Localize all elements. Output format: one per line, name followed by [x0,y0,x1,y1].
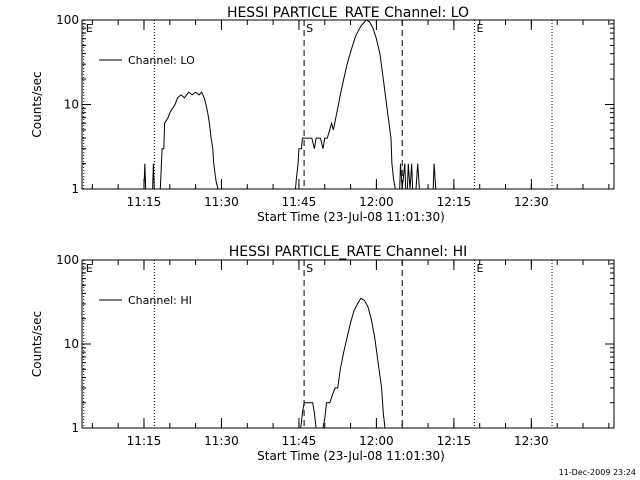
hi-series-line [82,297,614,429]
hi-x-tick-label: 12:15 [437,434,472,448]
hi-x-tick-label: 12:30 [514,434,549,448]
lo-x-axis-label: Start Time (23-Jul-08 11:01:30) [257,210,445,224]
lo-x-tick-label: 11:30 [204,195,239,209]
lo-y-axis-label: Counts/sec [30,71,44,137]
hi-x-tick-label: 11:45 [282,434,317,448]
lo-x-tick-label: 11:15 [127,195,162,209]
hi-x-tick-label: 12:00 [359,434,394,448]
lo-marker-label: E [86,22,93,35]
chart-panel-lo: HESSI PARTICLE_RATE Channel: LO 1 10 100 Cou… [30,5,615,224]
lo-marker-label: S [306,22,313,35]
hi-legend-label: Channel: HI [128,294,192,307]
hi-x-axis-label: Start Time (23-Jul-08 11:01:30) [257,449,445,463]
lo-chart-title: HESSI PARTICLE_RATE Channel: LO [227,5,469,21]
chart-panel-hi: HESSI PARTICLE_RATE Channel: HI 1 10 100 Cou… [30,244,615,463]
lo-y-tick-label: 10 [64,98,79,112]
hi-y-tick-label: 10 [64,337,79,351]
hi-plot-frame [81,259,615,429]
lo-y-tick-label: 1 [71,182,79,196]
hi-marker-label: S [306,262,313,275]
hi-y-axis-label: Counts/sec [30,311,44,377]
lo-x-tick-label: 12:00 [359,195,394,209]
hi-marker-label: E [477,262,484,275]
lo-x-tick-label: 12:15 [437,195,472,209]
lo-marker-label: E [477,22,484,35]
lo-x-tick-label: 12:30 [514,195,549,209]
lo-x-tick-label: 11:45 [282,195,317,209]
lo-y-tick-label: 100 [56,13,79,27]
hi-x-tick-label: 11:15 [127,434,162,448]
hi-marker-label: E [86,262,93,275]
hi-y-tick-label: 1 [71,421,79,435]
lo-series-line [82,19,614,190]
lo-legend-label: Channel: LO [128,54,195,67]
hi-x-tick-label: 11:30 [204,434,239,448]
hi-chart-title: HESSI PARTICLE_RATE Channel: HI [229,244,467,260]
hi-y-tick-label: 100 [56,253,79,267]
plot-timestamp: 11-Dec-2009 23:24 [558,468,636,477]
